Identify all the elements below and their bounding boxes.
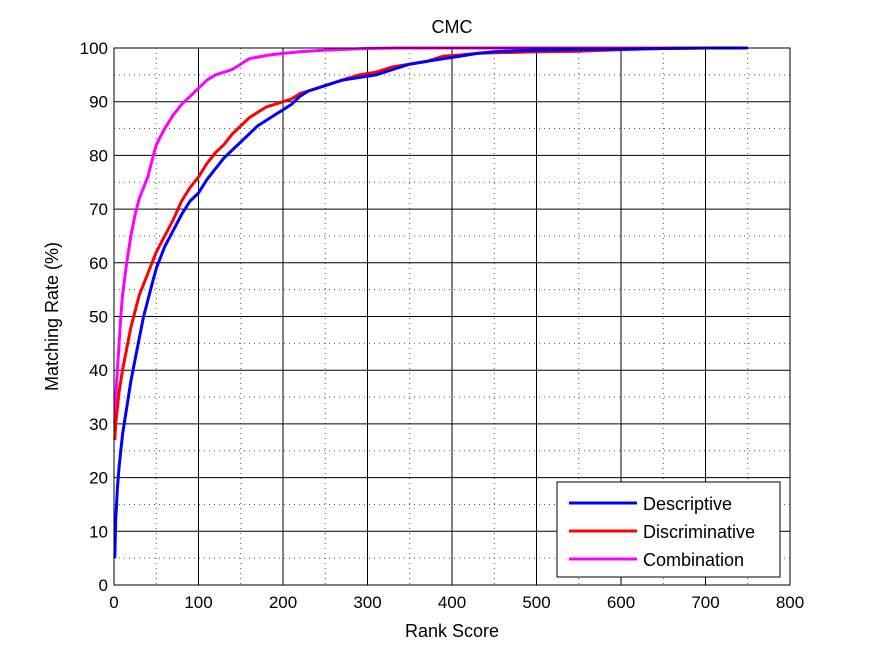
y-tick-label: 100 bbox=[80, 39, 108, 58]
y-tick-label: 60 bbox=[89, 254, 108, 273]
legend-label: Descriptive bbox=[643, 494, 732, 514]
legend-label: Discriminative bbox=[643, 522, 755, 542]
x-axis-label: Rank Score bbox=[405, 621, 499, 641]
x-tick-label: 100 bbox=[184, 593, 212, 612]
x-tick-label: 300 bbox=[353, 593, 381, 612]
y-tick-label: 10 bbox=[89, 522, 108, 541]
y-tick-label: 50 bbox=[89, 308, 108, 327]
y-axis-label: Matching Rate (%) bbox=[42, 242, 62, 391]
x-tick-label: 0 bbox=[109, 593, 118, 612]
y-tick-label: 90 bbox=[89, 93, 108, 112]
x-tick-label: 400 bbox=[438, 593, 466, 612]
y-tick-label: 70 bbox=[89, 200, 108, 219]
y-tick-label: 80 bbox=[89, 146, 108, 165]
y-tick-label: 0 bbox=[99, 576, 108, 595]
x-axis: 0 100 200 300 400 500 600 700 800 bbox=[109, 593, 804, 612]
y-axis: 0 10 20 30 40 50 60 70 80 90 100 bbox=[80, 39, 108, 595]
chart-title: CMC bbox=[432, 17, 473, 37]
x-tick-label: 800 bbox=[776, 593, 804, 612]
y-tick-label: 40 bbox=[89, 361, 108, 380]
x-tick-label: 500 bbox=[522, 593, 550, 612]
y-tick-label: 30 bbox=[89, 415, 108, 434]
x-tick-label: 200 bbox=[269, 593, 297, 612]
plot-frame bbox=[113, 47, 791, 586]
y-tick-label: 20 bbox=[89, 469, 108, 488]
x-tick-label: 600 bbox=[607, 593, 635, 612]
x-tick-label: 700 bbox=[691, 593, 719, 612]
legend-label: Combination bbox=[643, 550, 744, 570]
series-line-descriptive bbox=[113, 46, 748, 559]
legend: Descriptive Discriminative Combination bbox=[556, 481, 781, 578]
